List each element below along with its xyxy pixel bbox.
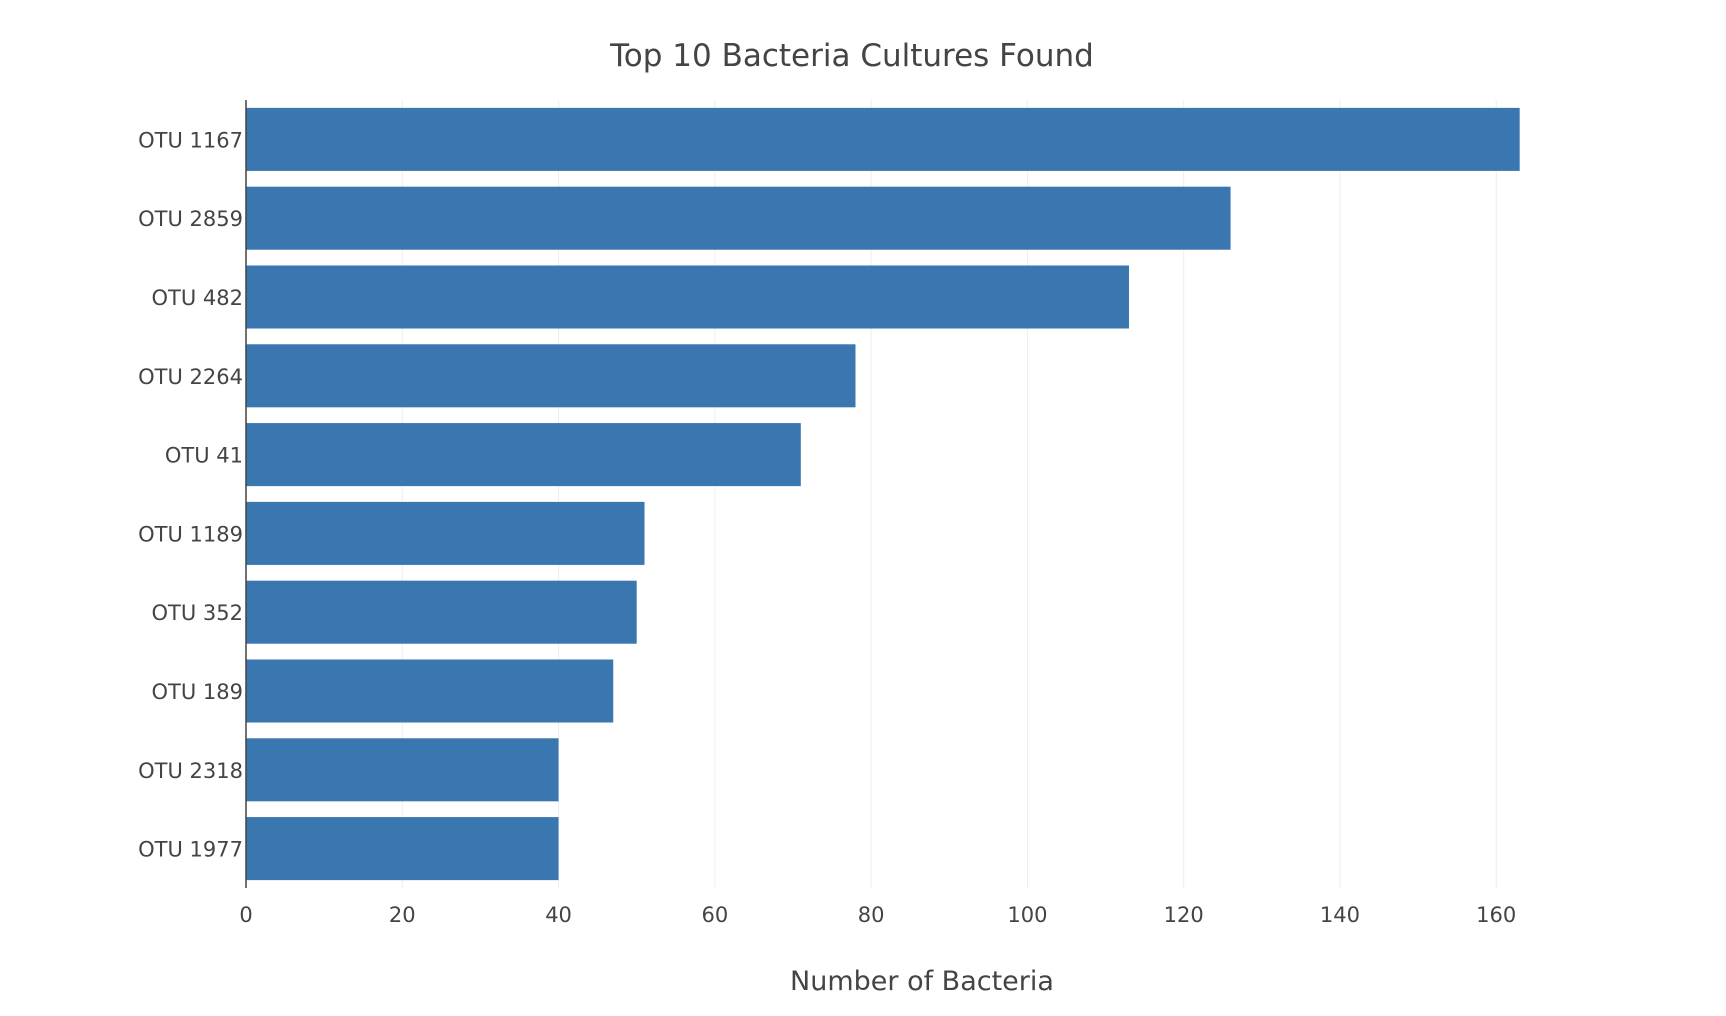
y-tick-label: OTU 189 — [152, 680, 244, 704]
x-tick-label: 140 — [1320, 903, 1360, 927]
y-tick-label: OTU 41 — [165, 444, 243, 468]
bar-otu-1189[interactable] — [246, 501, 645, 565]
bar-otu-2318[interactable] — [246, 738, 559, 802]
y-tick-labels: OTU 1167 OTU 2859 OTU 482 OTU 2264 OTU 41 OTU… — [138, 128, 243, 861]
bar-otu-189[interactable] — [246, 659, 614, 723]
x-tick-labels: 0 20 40 60 80 100 120 140 160 — [239, 903, 1516, 927]
bar-otu-1977[interactable] — [246, 817, 559, 881]
x-tick-label: 80 — [858, 903, 885, 927]
bar-otu-2859[interactable] — [246, 186, 1231, 250]
bar-otu-1167[interactable] — [246, 107, 1520, 171]
x-tick-label: 60 — [701, 903, 728, 927]
y-tick-label: OTU 2264 — [138, 365, 243, 389]
x-tick-label: 40 — [545, 903, 572, 927]
bar-otu-482[interactable] — [246, 265, 1129, 329]
y-tick-label: OTU 1189 — [138, 522, 243, 546]
bars — [246, 107, 1520, 881]
bar-otu-2264[interactable] — [246, 344, 856, 408]
x-axis-title: Number of Bacteria — [790, 966, 1054, 997]
y-tick-label: OTU 352 — [152, 601, 244, 625]
x-tick-label: 100 — [1007, 903, 1047, 927]
chart-title: Top 10 Bacteria Cultures Found — [609, 38, 1094, 74]
bar-otu-41[interactable] — [246, 423, 801, 487]
x-tick-label: 0 — [239, 903, 252, 927]
y-tick-label: OTU 2859 — [138, 207, 243, 231]
y-tick-label: OTU 482 — [152, 286, 244, 310]
x-tick-label: 160 — [1476, 903, 1516, 927]
x-tick-label: 120 — [1164, 903, 1204, 927]
y-tick-label: OTU 1977 — [138, 838, 243, 862]
y-tick-label: OTU 2318 — [138, 759, 243, 783]
bar-otu-352[interactable] — [246, 580, 637, 644]
y-tick-label: OTU 1167 — [138, 128, 243, 152]
x-tick-label: 20 — [389, 903, 416, 927]
